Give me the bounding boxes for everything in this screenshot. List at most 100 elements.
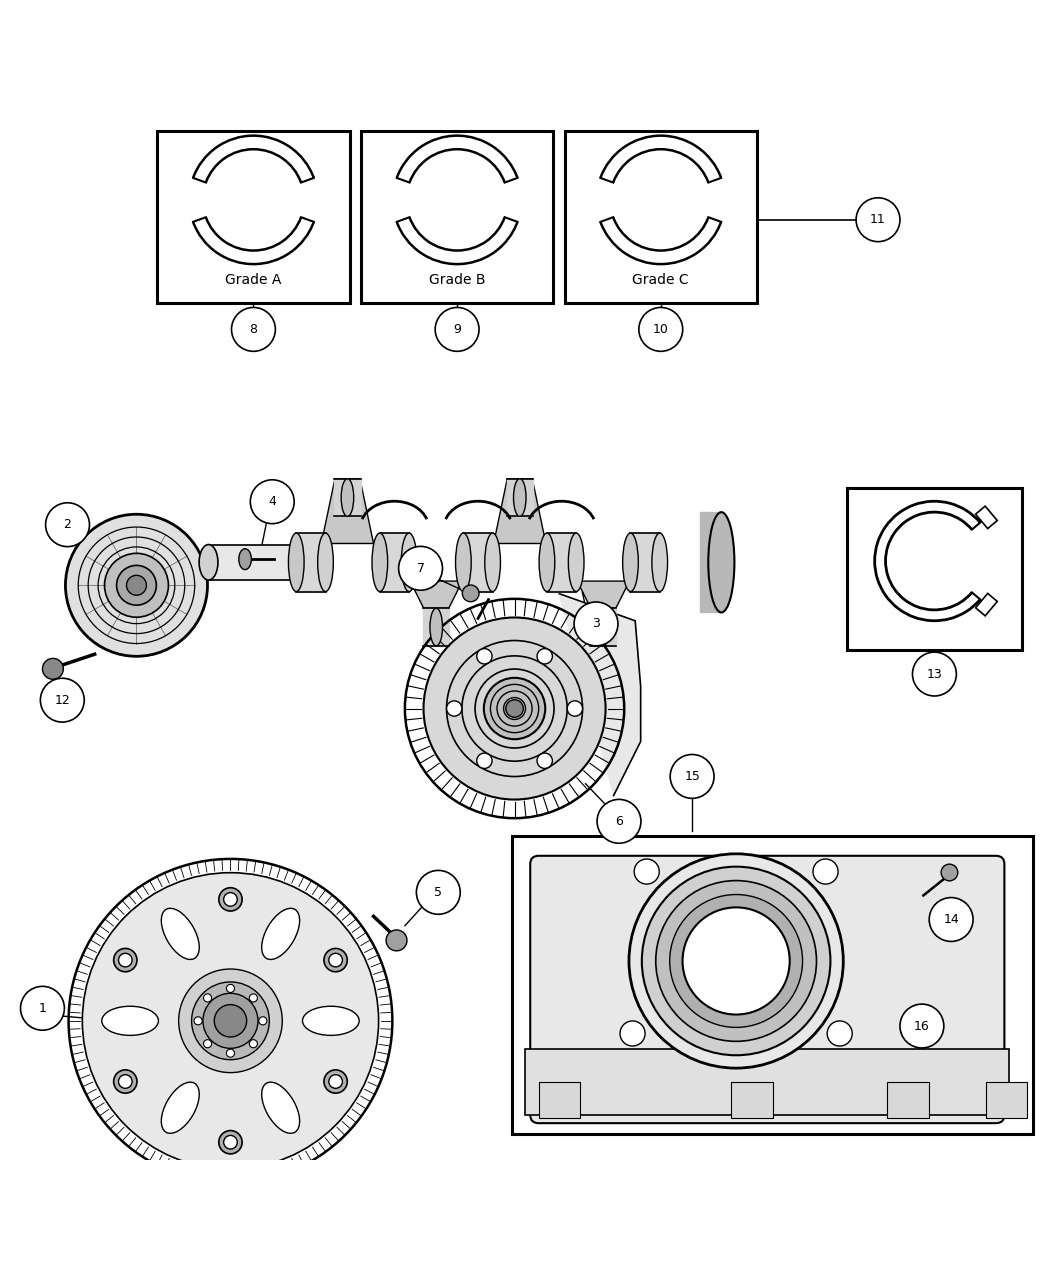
Circle shape xyxy=(399,547,442,590)
Circle shape xyxy=(670,895,802,1028)
Circle shape xyxy=(224,892,237,907)
Ellipse shape xyxy=(652,533,668,592)
Ellipse shape xyxy=(485,533,501,592)
Bar xyxy=(158,131,350,303)
Circle shape xyxy=(642,867,831,1056)
Ellipse shape xyxy=(102,1006,159,1035)
Circle shape xyxy=(597,799,640,843)
Text: 10: 10 xyxy=(653,323,669,335)
Ellipse shape xyxy=(597,608,610,646)
Ellipse shape xyxy=(709,513,734,612)
Polygon shape xyxy=(559,593,640,797)
Circle shape xyxy=(620,1021,645,1046)
Circle shape xyxy=(119,1075,132,1089)
Circle shape xyxy=(477,649,492,664)
Text: 7: 7 xyxy=(417,562,424,575)
Circle shape xyxy=(218,887,243,912)
Text: 16: 16 xyxy=(914,1020,929,1033)
Text: 11: 11 xyxy=(870,213,886,226)
Circle shape xyxy=(224,1136,237,1149)
Ellipse shape xyxy=(289,533,304,592)
Circle shape xyxy=(105,553,168,617)
Polygon shape xyxy=(494,478,546,543)
Circle shape xyxy=(537,754,552,769)
Circle shape xyxy=(929,898,973,941)
Bar xyxy=(525,1049,1009,1114)
Text: 14: 14 xyxy=(943,913,959,926)
Circle shape xyxy=(656,881,817,1042)
Circle shape xyxy=(194,1016,203,1025)
Circle shape xyxy=(423,617,606,799)
Circle shape xyxy=(218,1131,243,1154)
Circle shape xyxy=(203,993,258,1048)
Circle shape xyxy=(324,949,348,972)
Ellipse shape xyxy=(238,548,251,570)
Ellipse shape xyxy=(162,908,200,960)
Ellipse shape xyxy=(200,544,218,580)
Ellipse shape xyxy=(429,608,442,646)
Text: 1: 1 xyxy=(39,1002,46,1015)
Ellipse shape xyxy=(162,1082,200,1133)
Circle shape xyxy=(446,701,462,717)
Circle shape xyxy=(126,575,146,595)
Bar xyxy=(565,131,757,303)
Circle shape xyxy=(506,700,523,718)
Circle shape xyxy=(856,198,900,242)
Circle shape xyxy=(827,1021,853,1046)
Bar xyxy=(887,1082,929,1118)
Bar xyxy=(975,593,998,616)
Circle shape xyxy=(634,859,659,884)
Ellipse shape xyxy=(513,478,526,516)
Text: 4: 4 xyxy=(269,495,276,509)
Text: 2: 2 xyxy=(64,518,71,532)
Ellipse shape xyxy=(623,533,638,592)
Circle shape xyxy=(119,954,132,966)
Circle shape xyxy=(214,1005,247,1037)
Text: Grade B: Grade B xyxy=(428,273,485,287)
Circle shape xyxy=(638,307,682,352)
Circle shape xyxy=(65,514,208,657)
Bar xyxy=(512,836,1032,1133)
FancyBboxPatch shape xyxy=(530,856,1005,1123)
Circle shape xyxy=(900,1005,944,1048)
Ellipse shape xyxy=(539,533,554,592)
Polygon shape xyxy=(411,581,462,608)
Polygon shape xyxy=(321,478,374,543)
Circle shape xyxy=(477,754,492,769)
Text: 15: 15 xyxy=(685,770,700,783)
Text: 12: 12 xyxy=(55,694,70,706)
Circle shape xyxy=(249,1039,257,1048)
Bar xyxy=(361,131,553,303)
Circle shape xyxy=(250,479,294,524)
Circle shape xyxy=(178,969,282,1072)
Circle shape xyxy=(912,652,957,696)
Circle shape xyxy=(82,872,379,1169)
Circle shape xyxy=(462,585,479,602)
Ellipse shape xyxy=(401,533,417,592)
Text: 8: 8 xyxy=(250,323,257,335)
Circle shape xyxy=(40,678,84,722)
Circle shape xyxy=(537,649,552,664)
Circle shape xyxy=(42,658,63,680)
Circle shape xyxy=(670,755,714,798)
Circle shape xyxy=(227,984,234,992)
Ellipse shape xyxy=(318,533,333,592)
Text: Grade A: Grade A xyxy=(226,273,281,287)
Circle shape xyxy=(324,1070,348,1093)
Circle shape xyxy=(227,1049,234,1057)
Circle shape xyxy=(113,1070,136,1093)
Circle shape xyxy=(567,701,583,717)
Ellipse shape xyxy=(568,533,584,592)
Bar xyxy=(731,1082,773,1118)
Circle shape xyxy=(249,994,257,1002)
Circle shape xyxy=(682,908,790,1015)
Circle shape xyxy=(629,854,843,1068)
Circle shape xyxy=(329,1075,342,1089)
Circle shape xyxy=(117,565,156,606)
Circle shape xyxy=(484,678,545,740)
Circle shape xyxy=(231,307,275,352)
Circle shape xyxy=(204,994,212,1002)
Bar xyxy=(539,1082,581,1118)
Bar xyxy=(975,506,998,529)
Circle shape xyxy=(435,307,479,352)
